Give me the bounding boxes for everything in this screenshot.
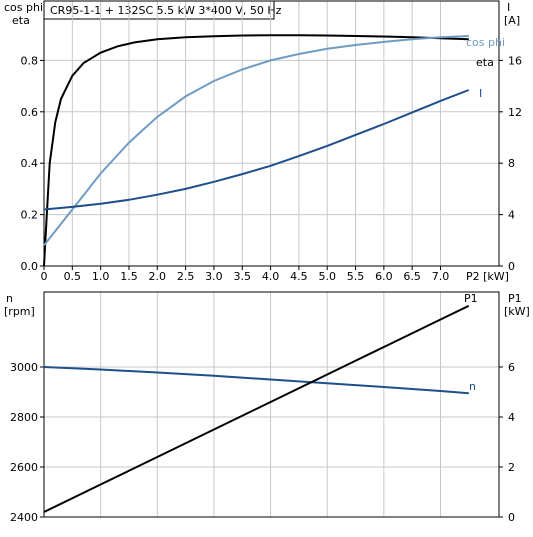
bottom-right-y-tick-label: 4 <box>508 411 515 424</box>
top-series-I-line <box>43 89 470 211</box>
top-x-tick-label: 2.0 <box>149 270 167 283</box>
bottom-plot-frame <box>43 291 500 518</box>
top-series-cos-phi-line <box>43 35 469 247</box>
top-x-tick-label: 5.0 <box>318 270 336 283</box>
top-x-tick-label: 5.5 <box>347 270 365 283</box>
top-x-tick-label: 0.5 <box>64 270 82 283</box>
bottom-left-axis-label-line2: [rpm] <box>4 305 35 318</box>
top-x-tick-label: 1.5 <box>120 270 138 283</box>
p1-series-label: P1 <box>464 292 478 305</box>
top-series-eta-line <box>43 34 469 267</box>
bottom-right-axis-label-line1: P1 <box>508 292 522 305</box>
cos-phi-series-label: cos phi <box>466 36 505 49</box>
top-right-y-tick-label: 4 <box>508 209 515 222</box>
title-box: CR95-1-1 + 132SC 5.5 kW 3*400 V, 50 Hz <box>43 0 282 20</box>
top-x-tick-label: 3.0 <box>205 270 223 283</box>
top-x-tick-label: 6.5 <box>403 270 421 283</box>
top-right-y-tick-label: 16 <box>508 54 522 67</box>
speed-series-label: n <box>469 380 476 393</box>
top-right-y-tick-label: 12 <box>508 106 522 119</box>
top-right-y-tick-label: 0 <box>508 260 515 273</box>
bottom-series-n-line <box>43 366 469 395</box>
bottom-right-y-tick-label: 6 <box>508 361 515 374</box>
bottom-series-P1-line <box>43 304 470 513</box>
top-x-tick-label: 2.5 <box>177 270 195 283</box>
top-right-axis-label-line1: I <box>507 1 510 14</box>
top-left-y-tick-label: 0.2 <box>21 209 39 222</box>
top-x-axis-label: P2 [kW] <box>466 270 509 283</box>
bottom-right-axis-label-line2: [kW] <box>504 305 530 318</box>
chart-title: CR95-1-1 + 132SC 5.5 kW 3*400 V, 50 Hz <box>50 4 282 17</box>
top-left-y-tick-label: 0.6 <box>21 106 39 119</box>
top-x-tick-label: 7.0 <box>432 270 450 283</box>
top-x-tick-label: 6.0 <box>375 270 393 283</box>
top-x-tick-label: 4.0 <box>262 270 280 283</box>
bottom-chart: 2400 2600 2800 3000 0 2 4 6 n P1 <box>10 291 515 524</box>
top-left-y-tick-label: 0.0 <box>21 260 39 273</box>
bottom-right-y-tick-label: 2 <box>508 461 515 474</box>
top-x-tick-label: 0 <box>41 270 48 283</box>
top-chart: 0 0.5 1.0 1.5 2.0 2.5 3.0 3.5 4.0 4.5 5.0 5.5 6.0 6.5… <box>21 0 522 283</box>
bottom-left-y-tick-label: 3000 <box>10 361 38 374</box>
eta-series-label: eta <box>476 56 494 69</box>
bottom-left-y-tick-label: 2400 <box>10 511 38 524</box>
bottom-left-y-tick-label: 2600 <box>10 461 38 474</box>
top-left-y-tick-label: 0.8 <box>21 54 39 67</box>
top-plot-frame <box>43 0 500 267</box>
top-x-tick-label: 1.0 <box>92 270 110 283</box>
bottom-left-y-tick-label: 2800 <box>10 411 38 424</box>
top-right-axis-label-line2: [A] <box>504 14 520 27</box>
current-series-label: I <box>479 87 482 100</box>
top-left-y-tick-label: 0.4 <box>21 157 39 170</box>
top-left-axis-label-line2: eta <box>12 14 30 27</box>
bottom-right-y-tick-label: 0 <box>508 511 515 524</box>
top-right-y-tick-label: 8 <box>508 157 515 170</box>
top-x-tick-label: 4.5 <box>290 270 308 283</box>
top-x-tick-label: 3.5 <box>234 270 252 283</box>
bottom-left-axis-label-line1: n <box>6 292 13 305</box>
top-left-axis-label-line1: cos phi <box>4 1 43 14</box>
